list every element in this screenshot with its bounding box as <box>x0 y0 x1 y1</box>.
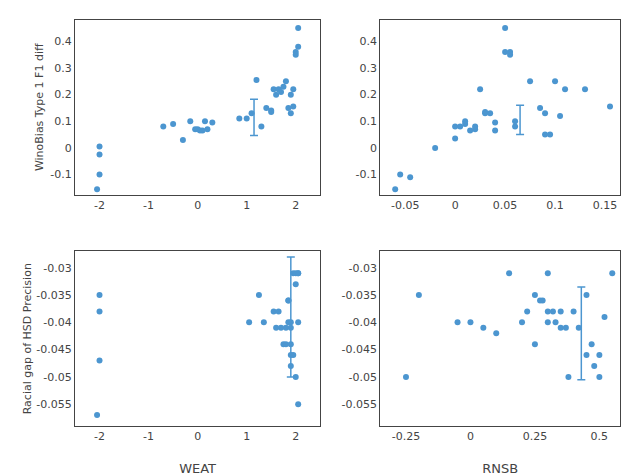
svg-text:0.1: 0.1 <box>360 115 378 128</box>
svg-text:-0.035: -0.035 <box>36 289 71 302</box>
svg-text:0.25: 0.25 <box>523 430 548 443</box>
svg-text:0: 0 <box>467 430 474 443</box>
svg-text:0: 0 <box>194 199 201 212</box>
svg-text:1: 1 <box>243 430 250 443</box>
svg-text:-0.1: -0.1 <box>50 168 71 181</box>
svg-text:2: 2 <box>292 199 299 212</box>
svg-text:WinoBias Type 1 F1 diff: WinoBias Type 1 F1 diff <box>33 43 46 171</box>
svg-text:-0.04: -0.04 <box>43 316 71 329</box>
svg-text:-0.03: -0.03 <box>349 262 377 275</box>
svg-text:-0.03: -0.03 <box>43 262 71 275</box>
svg-text:0: 0 <box>452 199 459 212</box>
svg-text:0.4: 0.4 <box>54 35 72 48</box>
svg-text:-2: -2 <box>94 430 105 443</box>
svg-text:0.15: 0.15 <box>593 199 618 212</box>
svg-text:-0.1: -0.1 <box>356 168 377 181</box>
svg-text:0.05: 0.05 <box>493 199 517 212</box>
svg-text:Racial gap of HSD Precision: Racial gap of HSD Precision <box>21 263 34 414</box>
svg-text:-0.04: -0.04 <box>349 316 377 329</box>
svg-text:-0.05: -0.05 <box>349 371 377 384</box>
svg-text:-0.055: -0.055 <box>36 398 71 411</box>
svg-text:1: 1 <box>243 199 250 212</box>
svg-text:0: 0 <box>65 142 72 155</box>
svg-text:WEAT: WEAT <box>179 461 216 476</box>
svg-text:-1: -1 <box>143 430 154 443</box>
svg-text:-0.035: -0.035 <box>342 289 377 302</box>
svg-text:0: 0 <box>194 430 201 443</box>
svg-text:0.1: 0.1 <box>546 199 564 212</box>
svg-text:0.1: 0.1 <box>54 115 72 128</box>
svg-text:-0.05: -0.05 <box>391 199 419 212</box>
svg-text:-1: -1 <box>143 199 154 212</box>
svg-text:0.2: 0.2 <box>360 88 378 101</box>
svg-text:-2: -2 <box>94 199 105 212</box>
svg-text:0.5: 0.5 <box>591 430 609 443</box>
svg-text:0.3: 0.3 <box>54 62 72 75</box>
svg-text:-0.045: -0.045 <box>36 343 71 356</box>
svg-text:2: 2 <box>292 430 299 443</box>
svg-text:RNSB: RNSB <box>482 461 518 476</box>
svg-text:-0.05: -0.05 <box>43 371 71 384</box>
svg-text:-0.045: -0.045 <box>342 343 377 356</box>
svg-text:0.3: 0.3 <box>360 62 378 75</box>
svg-text:0.2: 0.2 <box>54 88 72 101</box>
svg-text:0: 0 <box>370 142 377 155</box>
svg-text:-0.055: -0.055 <box>342 398 377 411</box>
svg-text:0.4: 0.4 <box>360 35 378 48</box>
svg-text:-0.25: -0.25 <box>392 430 420 443</box>
